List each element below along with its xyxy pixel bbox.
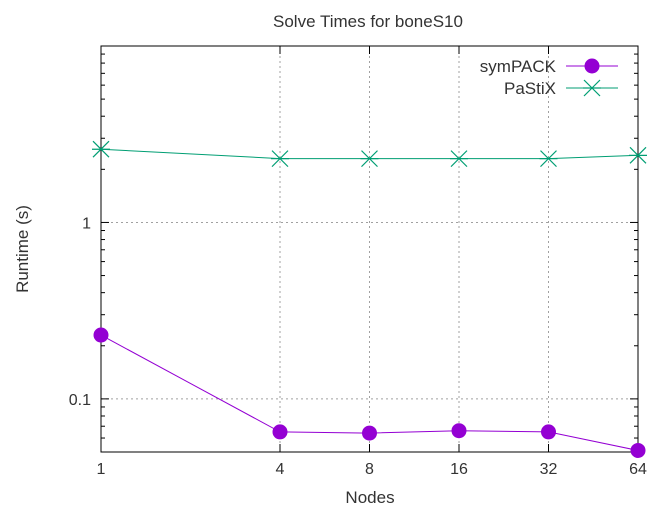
legend-marker-sympack bbox=[584, 58, 600, 74]
y-tick-label: 0.1 bbox=[69, 392, 91, 409]
data-point-sympack bbox=[272, 424, 288, 440]
data-point-pastix bbox=[92, 140, 110, 158]
x-tick-label: 32 bbox=[540, 461, 558, 478]
legend-label-pastix: PaStiX bbox=[504, 79, 556, 98]
legend-label-sympack: symPACK bbox=[480, 57, 557, 76]
x-axis-label: Nodes bbox=[345, 488, 394, 507]
x-tick-label: 8 bbox=[365, 461, 374, 478]
chart-title: Solve Times for boneS10 bbox=[273, 12, 463, 31]
series-sympack bbox=[93, 327, 646, 458]
data-point-sympack bbox=[93, 327, 109, 343]
series-layer bbox=[92, 140, 647, 458]
data-point-sympack bbox=[541, 424, 556, 440]
x-tick-label: 1 bbox=[97, 461, 106, 478]
data-point-pastix bbox=[539, 150, 558, 168]
data-point-sympack bbox=[362, 425, 377, 441]
x-tick-label: 64 bbox=[629, 461, 647, 478]
series-pastix bbox=[92, 140, 647, 168]
x-tick-label: 4 bbox=[276, 461, 285, 478]
legend-marker-pastix bbox=[583, 79, 601, 97]
data-point-sympack bbox=[451, 423, 467, 439]
legend: symPACK PaStiX bbox=[480, 57, 618, 98]
series-line-pastix bbox=[100, 148, 639, 160]
data-point-sympack bbox=[630, 442, 646, 458]
y-axis-label: Runtime (s) bbox=[13, 205, 32, 293]
y-tick-label: 1 bbox=[82, 215, 91, 232]
data-point-pastix bbox=[271, 150, 289, 168]
series-line-sympack bbox=[100, 334, 639, 451]
data-point-pastix bbox=[629, 146, 647, 164]
axis-ticks: 1 4 8 16 32 64 0.1 1 bbox=[69, 46, 647, 478]
grid bbox=[101, 46, 638, 452]
data-point-pastix bbox=[450, 150, 468, 168]
x-tick-label: 16 bbox=[450, 461, 468, 478]
data-point-pastix bbox=[360, 150, 379, 168]
